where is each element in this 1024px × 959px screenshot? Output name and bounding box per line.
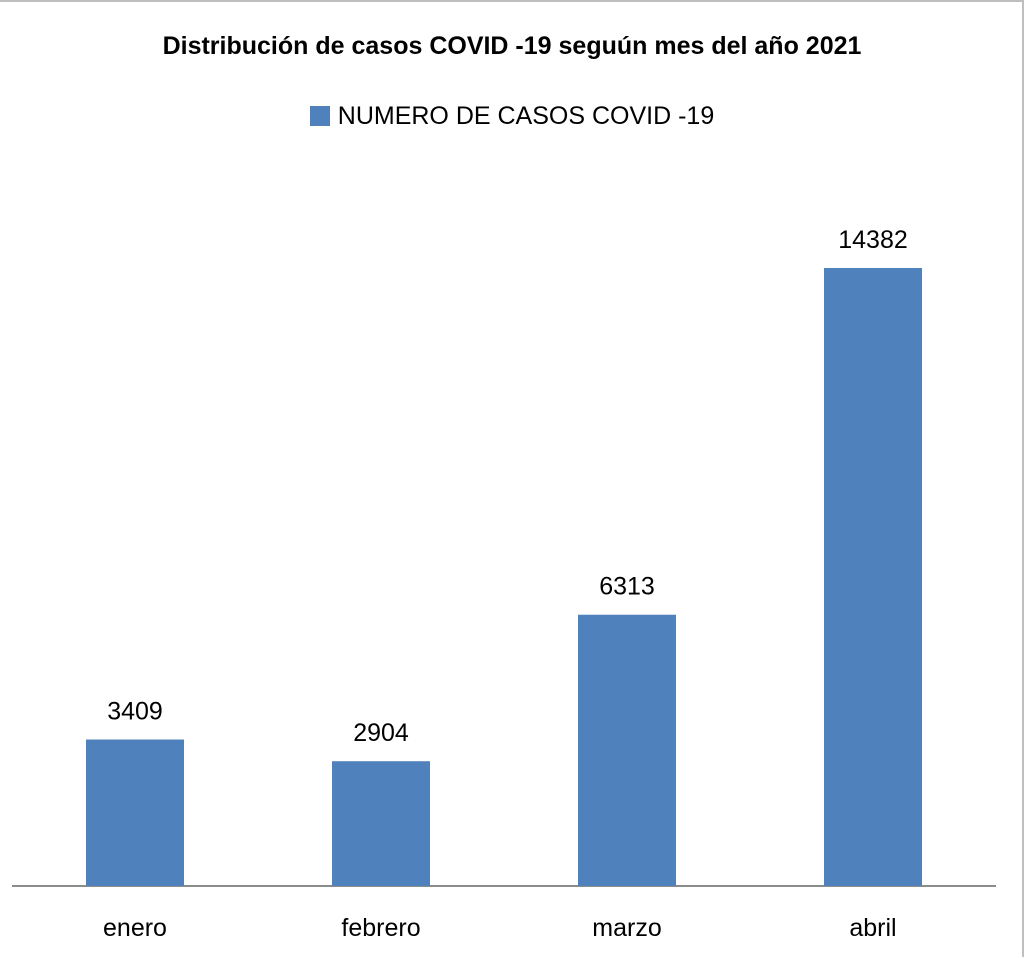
x-tick-label-enero: enero: [103, 914, 167, 942]
data-label-abril: 14382: [838, 226, 908, 254]
bar-marzo: [578, 614, 676, 886]
x-tick-label-febrero: febrero: [341, 914, 420, 942]
legend-swatch: [309, 106, 330, 126]
data-label-enero: 3409: [107, 698, 163, 726]
data-label-febrero: 2904: [353, 719, 409, 747]
legend: NUMERO DE CASOS COVID -19: [0, 102, 1024, 131]
chart-title: Distribución de casos COVID -19 seguún m…: [162, 32, 862, 60]
bar-abril: [824, 268, 922, 886]
bar-enero: [86, 739, 184, 886]
x-tick-label-marzo: marzo: [592, 914, 661, 942]
data-label-marzo: 6313: [599, 573, 655, 601]
x-tick-label-abril: abril: [849, 914, 896, 942]
legend-label: NUMERO DE CASOS COVID -19: [337, 102, 715, 130]
bar-febrero: [332, 761, 430, 886]
